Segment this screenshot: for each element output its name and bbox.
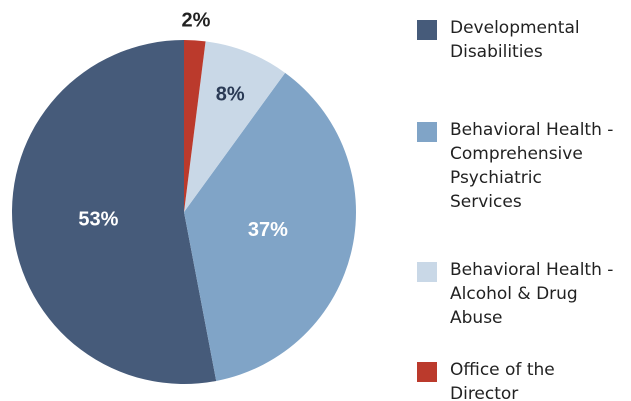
legend-label: Behavioral Health - Alcohol & Drug Abuse: [450, 260, 614, 328]
legend-label: Behavioral Health - Comprehensive Psychi…: [450, 120, 614, 212]
legend-swatch: [417, 122, 437, 142]
pie-slice: [184, 41, 286, 213]
pie-slice: [184, 40, 206, 212]
legend-swatch: [417, 262, 437, 282]
legend-label: Office of the Director: [450, 360, 555, 401]
pie-slice: [184, 72, 357, 381]
pie-area: 53% 37% 8% 2%: [12, 10, 357, 384]
data-label: 8%: [216, 84, 245, 106]
legend-label: Developmental Disabilities: [450, 18, 580, 62]
legend-swatch: [417, 362, 437, 382]
data-label: 37%: [248, 219, 288, 241]
data-label: 53%: [78, 208, 118, 230]
legend-swatch: [417, 20, 437, 40]
pie-slice: [12, 40, 217, 384]
data-label: 2%: [182, 10, 211, 32]
